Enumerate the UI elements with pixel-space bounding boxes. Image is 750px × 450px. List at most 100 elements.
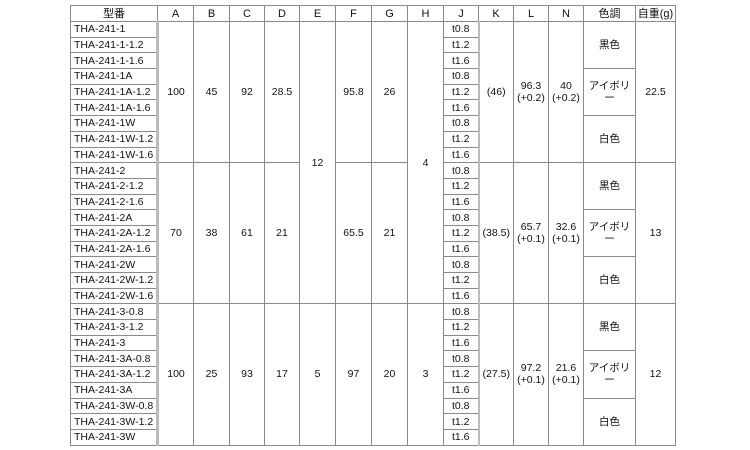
value: 97.2 xyxy=(520,362,542,375)
header-g: G xyxy=(371,5,408,22)
thickness-cell: t0.8 xyxy=(443,209,480,226)
thickness-cell: t1.6 xyxy=(443,99,480,117)
thickness-cell: t0.8 xyxy=(443,397,480,415)
model-cell: THA-241-3W xyxy=(70,428,159,446)
thickness-cell: t1.2 xyxy=(443,83,480,101)
header-c: C xyxy=(229,5,265,22)
color-cell: 黒色 xyxy=(583,162,636,211)
model-cell: THA-241-3A-0.8 xyxy=(70,350,159,368)
thickness-cell: t1.6 xyxy=(443,381,480,399)
thickness-cell: t1.6 xyxy=(443,240,480,258)
color-cell: アイボリー xyxy=(583,209,636,258)
header-a: A xyxy=(157,5,194,22)
thickness-cell: t1.6 xyxy=(443,428,480,446)
dim-g: 20 xyxy=(371,303,408,446)
model-cell: THA-241-1 xyxy=(70,21,159,38)
model-cell: THA-241-1A xyxy=(70,68,159,85)
thickness-cell: t0.8 xyxy=(443,115,480,132)
value: 32.6 xyxy=(555,221,577,234)
dim-n: 32.6 (+0.1) xyxy=(548,162,584,305)
model-cell: THA-241-2A xyxy=(70,209,159,226)
model-cell: THA-241-2W-1.2 xyxy=(70,272,159,289)
thickness-cell: t1.2 xyxy=(443,319,480,336)
model-cell: THA-241-1W-1.2 xyxy=(70,130,159,148)
thickness-cell: t1.2 xyxy=(443,224,480,242)
thickness-cell: t0.8 xyxy=(443,21,480,38)
color-cell: 黒色 xyxy=(583,303,636,352)
header-row: 型番 A B C D E F G H J K L N 色調 自重(g) xyxy=(70,5,676,22)
header-color: 色調 xyxy=(583,5,636,22)
thickness-cell: t0.8 xyxy=(443,350,480,368)
dim-k: (27.5) xyxy=(478,303,514,446)
model-cell: THA-241-1-1.2 xyxy=(70,36,159,54)
dim-f: 65.5 xyxy=(335,162,372,305)
dim-k: (46) xyxy=(478,20,514,164)
color-cell: 白色 xyxy=(583,397,636,446)
thickness-cell: t0.8 xyxy=(443,162,480,179)
header-d: D xyxy=(264,5,300,22)
model-cell: THA-241-2-1.2 xyxy=(70,177,159,195)
header-k: K xyxy=(478,5,514,22)
thickness-cell: t0.8 xyxy=(443,256,480,273)
dim-k: (38.5) xyxy=(478,162,514,305)
table-row: THA-241-2W-1.2 t1.2 xyxy=(70,272,676,289)
dim-h: 3 xyxy=(407,303,444,446)
table-row: THA-241-3A-0.8 t0.8 アイボリー xyxy=(70,350,676,399)
dim-a: 100 xyxy=(157,303,194,446)
tolerance: (+0.1) xyxy=(517,374,545,387)
header-n: N xyxy=(548,5,584,22)
color-cell: アイボリー xyxy=(583,68,636,117)
header-weight: 自重(g) xyxy=(635,5,676,22)
model-cell: THA-241-2 xyxy=(70,162,159,179)
dim-e: 12 xyxy=(299,20,336,305)
tolerance: (+0.1) xyxy=(517,233,545,246)
table-row: THA-241-1W-1.2 t1.2 xyxy=(70,130,676,148)
model-cell: THA-241-3-0.8 xyxy=(70,303,159,321)
color-cell: アイボリー xyxy=(583,350,636,399)
table-row: THA-241-1W t0.8 白色 xyxy=(70,115,676,164)
table-row: THA-241-1A t0.8 アイボリー xyxy=(70,68,676,117)
dim-b: 38 xyxy=(193,162,230,305)
table-row: THA-241-3-1.2 t1.2 xyxy=(70,319,676,336)
dim-l: 65.7 (+0.1) xyxy=(513,162,549,305)
model-cell: THA-241-1-1.6 xyxy=(70,52,159,70)
dim-d: 21 xyxy=(264,162,300,305)
dim-d: 28.5 xyxy=(264,20,300,164)
thickness-cell: t1.6 xyxy=(443,287,480,305)
dim-d: 17 xyxy=(264,303,300,446)
model-cell: THA-241-2-1.6 xyxy=(70,193,159,211)
value: 96.3 xyxy=(520,80,542,93)
weight-cell: 13 xyxy=(635,162,676,305)
header-b: B xyxy=(193,5,230,22)
dim-l: 97.2 (+0.1) xyxy=(513,303,549,446)
model-cell: THA-241-2W xyxy=(70,256,159,273)
model-cell: THA-241-1W xyxy=(70,115,159,132)
dim-a: 70 xyxy=(157,162,194,305)
model-cell: THA-241-3W-1.2 xyxy=(70,413,159,430)
table-row: THA-241-3W t1.6 xyxy=(70,428,676,446)
dim-a: 100 xyxy=(157,20,194,164)
dim-l: 96.3 (+0.2) xyxy=(513,20,549,164)
tolerance: (+0.1) xyxy=(552,374,580,387)
table-row: THA-241-2W-1.6 t1.6 xyxy=(70,287,676,305)
thickness-cell: t1.2 xyxy=(443,36,480,54)
dim-g: 26 xyxy=(371,20,408,164)
dim-c: 61 xyxy=(229,162,265,305)
table-row: THA-241-1-1.6 t1.6 xyxy=(70,52,676,70)
thickness-cell: t1.2 xyxy=(443,366,480,383)
dim-f: 95.8 xyxy=(335,20,372,164)
weight-cell: 12 xyxy=(635,303,676,446)
table-row: THA-241-3W-1.2 t1.2 xyxy=(70,413,676,430)
spec-table: 型番 A B C D E F G H J K L N 色調 自重(g) THA-241-1 100 45 92 28… xyxy=(70,5,676,446)
color-cell: 黒色 xyxy=(583,20,636,70)
value: 21.6 xyxy=(555,362,577,375)
table-row: THA-241-2 70 38 61 21 65.5 21 t0.8 (38.5) 65.7 (+0… xyxy=(70,162,676,305)
table-row: THA-241-3W-0.8 t0.8 白色 xyxy=(70,397,676,446)
table-row: THA-241-1 100 45 92 28.5 12 95.8 26 4 t0.8 (46) 96.… xyxy=(70,20,676,305)
dim-g: 21 xyxy=(371,162,408,305)
color-cell: 白色 xyxy=(583,115,636,164)
table-row: THA-241-2-1.2 t1.2 xyxy=(70,177,676,195)
thickness-cell: t1.6 xyxy=(443,193,480,211)
header-j: J xyxy=(443,5,479,22)
table-row: THA-241-2A-1.2 t1.2 xyxy=(70,224,676,242)
